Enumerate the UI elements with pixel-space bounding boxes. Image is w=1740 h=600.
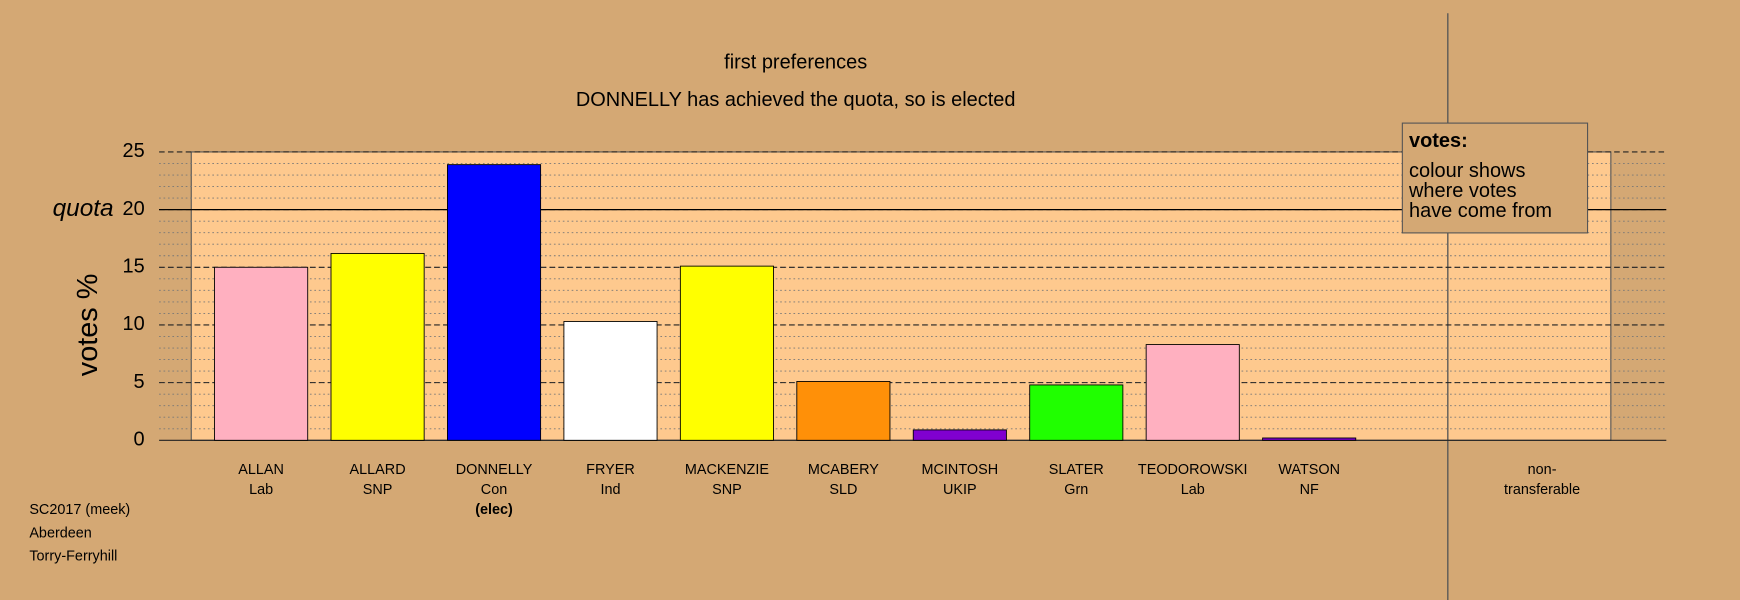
legend-box — [1401, 122, 1589, 234]
bar — [679, 265, 774, 441]
bar — [563, 321, 658, 441]
legend-text: have come from — [1409, 200, 1552, 222]
bar — [214, 266, 309, 441]
x-tick-label: SLATER — [1049, 462, 1104, 478]
party-label: Lab — [249, 482, 273, 498]
bar — [447, 164, 542, 441]
legend-text: where votes — [1408, 180, 1517, 202]
x-tick-label: FRYER — [586, 462, 635, 478]
bar — [796, 381, 891, 441]
bar — [912, 429, 1007, 441]
footer-line: SC2017 (meek) — [29, 502, 130, 518]
y-axis-label: votes % — [72, 274, 104, 377]
x-tick-label: WATSON — [1278, 462, 1340, 478]
bar — [1029, 384, 1124, 441]
x-tick-label: ALLARD — [350, 462, 406, 478]
footer-line: Torry-Ferryhill — [29, 549, 117, 565]
chart-subtitle: DONNELLY has achieved the quota, so is e… — [576, 89, 1016, 111]
x-tick-label: TEODOROWSKI — [1138, 462, 1248, 478]
elected-label: (elec) — [475, 502, 513, 518]
party-label: NF — [1300, 482, 1319, 498]
party-label: Grn — [1064, 482, 1088, 498]
party-label: Con — [481, 482, 507, 498]
y-tick-label: 15 — [122, 256, 144, 278]
y-tick-label: 25 — [122, 140, 144, 162]
legend-text: colour shows — [1409, 160, 1525, 182]
x-tick-label: MCINTOSH — [922, 462, 999, 478]
y-tick-label: 10 — [122, 313, 144, 335]
x-tick-label: MACKENZIE — [685, 462, 769, 478]
bars: ALLAN Lab ALLARD SNP DONNELLY Con (elec) FRYER I… — [214, 164, 1357, 518]
legend-title: votes: — [1409, 130, 1468, 152]
party-label: Lab — [1181, 482, 1205, 498]
party-label: Ind — [600, 482, 620, 498]
y-tick-label: 20 — [122, 198, 144, 220]
bar — [1145, 344, 1240, 441]
chart-title: first preferences — [724, 51, 867, 73]
footer-line: Aberdeen — [29, 525, 91, 541]
bar — [1262, 437, 1357, 441]
party-label: SLD — [829, 482, 857, 498]
party-label: SNP — [363, 482, 393, 498]
x-tick-label: MCABERY — [808, 462, 879, 478]
non-transferable-label: non- — [1528, 462, 1557, 478]
quota-label: quota — [53, 195, 114, 222]
plot-panel — [190, 151, 1612, 441]
y-tick-label: 5 — [134, 371, 145, 393]
x-tick-label: DONNELLY — [456, 462, 533, 478]
party-label: SNP — [712, 482, 742, 498]
x-tick-label: ALLAN — [238, 462, 284, 478]
bar — [330, 252, 425, 441]
y-tick-label: 0 — [134, 429, 145, 451]
non-transferable-label: transferable — [1504, 482, 1580, 498]
party-label: UKIP — [943, 482, 977, 498]
